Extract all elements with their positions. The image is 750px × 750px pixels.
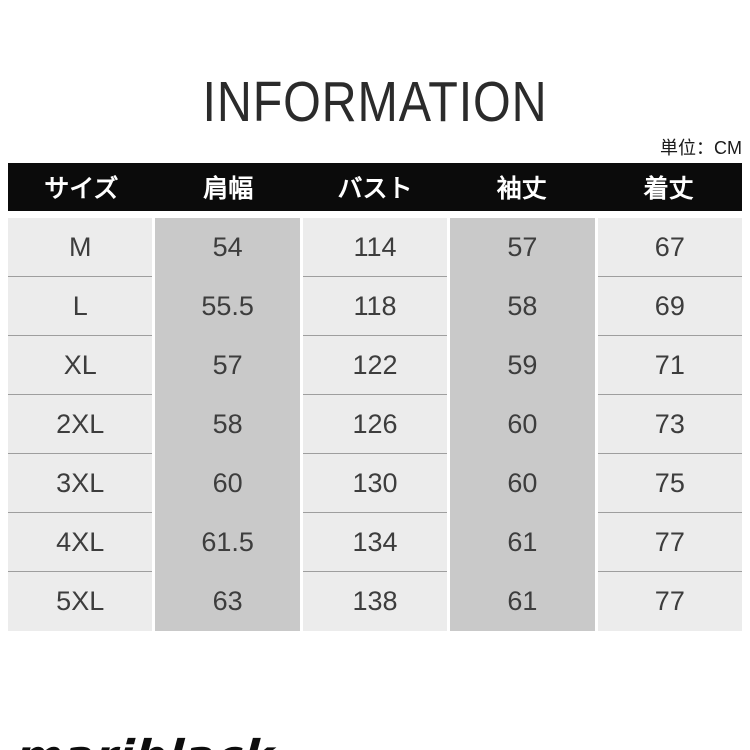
cell-shoulder: 58	[155, 395, 300, 454]
cell-shoulder: 54	[155, 218, 300, 277]
table-row: L 55.5 118 58 69	[8, 277, 743, 336]
cell-bust: 122	[302, 336, 448, 395]
cell-length: 73	[597, 395, 743, 454]
size-chart-page: INFORMATION 単位：CM サイズ 肩幅 バスト 袖丈 着丈 M 54 …	[0, 74, 750, 750]
cell-bust: 138	[302, 572, 448, 631]
cell-size: 2XL	[8, 395, 153, 454]
table-row: 4XL 61.5 134 61 77	[8, 513, 743, 572]
table-row: 2XL 58 126 60 73	[8, 395, 743, 454]
cell-size: 5XL	[8, 572, 153, 631]
cell-size: L	[8, 277, 153, 336]
cell-size: XL	[8, 336, 153, 395]
cell-shoulder: 63	[155, 572, 300, 631]
table-row: 3XL 60 130 60 75	[8, 454, 743, 513]
table-header-row: サイズ 肩幅 バスト 袖丈 着丈	[8, 163, 742, 211]
cell-length: 77	[597, 513, 743, 572]
cell-sleeve: 58	[450, 277, 595, 336]
cell-sleeve: 61	[450, 513, 595, 572]
cell-size: 3XL	[8, 454, 153, 513]
header-cell-length: 着丈	[643, 175, 694, 203]
cell-sleeve: 60	[450, 395, 595, 454]
cell-length: 75	[597, 454, 743, 513]
cell-length: 67	[597, 218, 743, 277]
cell-length: 69	[597, 277, 743, 336]
cell-sleeve: 61	[450, 572, 595, 631]
cell-shoulder: 55.5	[155, 277, 300, 336]
page-title: INFORMATION	[202, 70, 548, 134]
size-table: 単位：CM サイズ 肩幅 バスト 袖丈 着丈 M 54 114 57 67 L …	[8, 138, 743, 631]
cell-shoulder: 60	[155, 454, 300, 513]
cell-length: 77	[597, 572, 743, 631]
cell-sleeve: 60	[450, 454, 595, 513]
cell-bust: 134	[302, 513, 448, 572]
table-row: M 54 114 57 67	[8, 218, 743, 277]
header-cell-size: サイズ	[44, 175, 119, 203]
cell-bust: 114	[302, 218, 448, 277]
cell-shoulder: 57	[155, 336, 300, 395]
brand-logo: mariblack	[14, 730, 276, 750]
header-cell-bust: バスト	[337, 175, 413, 203]
cell-bust: 126	[302, 395, 448, 454]
cell-length: 71	[597, 336, 743, 395]
table-row: 5XL 63 138 61 77	[8, 572, 743, 631]
header-cell-sleeve: 袖丈	[496, 175, 547, 203]
table-body: M 54 114 57 67 L 55.5 118 58 69 XL 57 12…	[8, 218, 743, 631]
cell-sleeve: 57	[450, 218, 595, 277]
cell-size: 4XL	[8, 513, 153, 572]
cell-shoulder: 61.5	[155, 513, 300, 572]
cell-bust: 118	[302, 277, 448, 336]
unit-label: 単位：CM	[660, 138, 742, 158]
cell-sleeve: 59	[450, 336, 595, 395]
table-row: XL 57 122 59 71	[8, 336, 743, 395]
header-cell-shoulder: 肩幅	[203, 175, 254, 203]
cell-bust: 130	[302, 454, 448, 513]
cell-size: M	[8, 218, 153, 277]
